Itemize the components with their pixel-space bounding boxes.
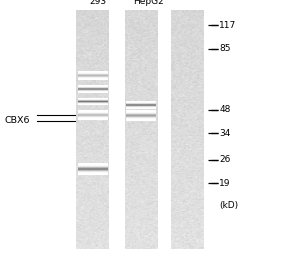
Text: CBX6: CBX6 (4, 116, 30, 125)
Text: 26: 26 (219, 155, 231, 164)
Text: 293: 293 (89, 0, 106, 6)
Text: 117: 117 (219, 21, 237, 30)
Text: 19: 19 (219, 179, 231, 188)
Text: 48: 48 (219, 105, 231, 114)
Text: 85: 85 (219, 44, 231, 53)
Text: HepG2: HepG2 (133, 0, 164, 6)
Text: 34: 34 (219, 129, 231, 138)
Text: (kD): (kD) (219, 201, 239, 210)
